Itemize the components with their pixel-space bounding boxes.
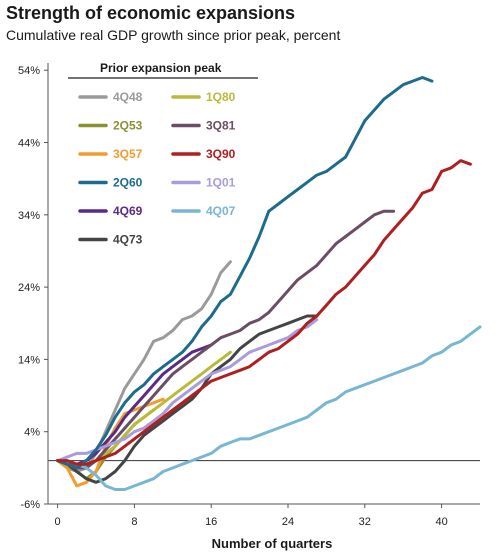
series-line-4q07 xyxy=(56,325,482,491)
y-tick-label: 44% xyxy=(18,138,40,150)
y-tick-label: 4% xyxy=(24,427,40,439)
legend-label-4q69: 4Q69 xyxy=(113,204,143,218)
series-line-4q48 xyxy=(56,260,232,473)
legend-label-2q53: 2Q53 xyxy=(113,119,143,133)
y-tick-label: -6% xyxy=(20,499,40,511)
legend-label-1q80: 1Q80 xyxy=(206,90,236,104)
y-axis-tick-labels: -6% 4% 14% 24% 34% 44% 54% xyxy=(18,65,40,511)
legend-label-1q01: 1Q01 xyxy=(206,176,236,190)
legend-label-4q73: 4Q73 xyxy=(113,233,143,247)
series-line-3q81 xyxy=(56,209,396,470)
legend-label-3q90: 3Q90 xyxy=(206,147,236,161)
axes xyxy=(44,63,480,508)
y-tick-label: 34% xyxy=(18,210,40,222)
x-tick-label: 16 xyxy=(205,516,217,528)
chart-subtitle: Cumulative real GDP growth since prior p… xyxy=(6,27,341,43)
legend-label-4q07: 4Q07 xyxy=(206,204,236,218)
series-line-1q01 xyxy=(56,318,319,463)
x-axis-label: Number of quarters xyxy=(212,536,333,551)
x-tick-label: 40 xyxy=(435,516,447,528)
chart-title: Strength of economic expansions xyxy=(6,3,296,23)
series-line-2q60 xyxy=(56,76,434,470)
legend-label-3q81: 3Q81 xyxy=(206,119,236,133)
legend: Prior expansion peak 4Q48 2Q53 3Q57 2Q60 4Q69… xyxy=(68,61,258,247)
y-tick-label: 54% xyxy=(18,65,40,77)
x-tick-label: 8 xyxy=(131,516,137,528)
series-line-1q80 xyxy=(56,350,232,470)
x-tick-label: 0 xyxy=(55,516,61,528)
y-tick-label: 14% xyxy=(18,354,40,366)
legend-label-3q57: 3Q57 xyxy=(113,147,143,161)
legend-label-2q60: 2Q60 xyxy=(113,176,143,190)
x-axis-tick-labels: 0 8 16 24 32 40 xyxy=(55,516,448,528)
series-lines xyxy=(56,76,482,491)
legend-title: Prior expansion peak xyxy=(100,61,222,75)
x-tick-label: 24 xyxy=(282,516,294,528)
legend-label-4q48: 4Q48 xyxy=(113,90,143,104)
series-line-3q90 xyxy=(56,159,472,466)
y-tick-label: 24% xyxy=(18,282,40,294)
x-tick-label: 32 xyxy=(359,516,371,528)
